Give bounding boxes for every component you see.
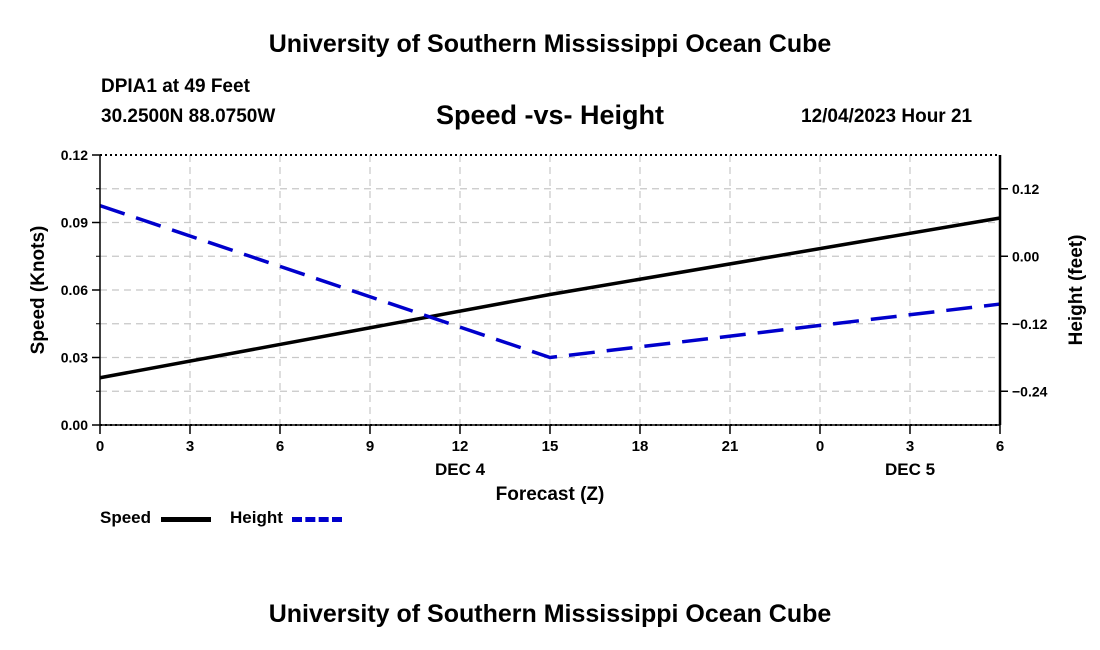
chart-title: Speed -vs- Height <box>435 100 665 130</box>
x-date-label: DEC 4 <box>435 460 486 479</box>
grid-layer <box>100 155 1000 425</box>
y2-tick-label: 0.12 <box>1012 181 1039 197</box>
x-tick-label: 21 <box>722 438 739 455</box>
y2-tick-label: −0.24 <box>1012 383 1048 399</box>
datetime-label: 12/04/2023 Hour 21 <box>801 106 973 127</box>
series-layer <box>99 203 1001 380</box>
main-title: University of Southern Mississippi Ocean… <box>268 30 832 58</box>
y2-tick-label: −0.12 <box>1012 316 1048 332</box>
y-tick-label: 0.09 <box>61 215 88 231</box>
x-tick-label: 18 <box>632 438 649 455</box>
x-tick-label: 3 <box>906 438 914 455</box>
x-axis-title: Forecast (Z) <box>496 484 605 505</box>
y2-tick-label: 0.00 <box>1012 248 1039 264</box>
x-tick-label: 12 <box>452 438 469 455</box>
y2-axis-title: Height (feet) <box>1066 235 1087 346</box>
series-speed-line <box>99 216 1001 380</box>
x-tick-label: 3 <box>186 438 194 455</box>
y-tick-label: 0.12 <box>61 147 88 163</box>
x-tick-label: 9 <box>366 438 374 455</box>
coordinates-label: 30.2500N 88.0750W <box>101 106 276 127</box>
x-tick-label: 0 <box>816 438 824 455</box>
series-height-line <box>99 203 1001 360</box>
station-label: DPIA1 at 49 Feet <box>101 76 250 97</box>
x-tick-label: 6 <box>276 438 284 455</box>
footer-title: University of Southern Mississippi Ocean… <box>268 600 832 628</box>
x-date-label: DEC 5 <box>885 460 935 479</box>
legend-height-swatch <box>292 517 342 522</box>
legend-speed-swatch <box>161 517 211 522</box>
y-tick-label: 0.03 <box>61 350 88 366</box>
y-axis-title: Speed (Knots) <box>28 226 49 355</box>
x-tick-label: 6 <box>996 438 1004 455</box>
legend-height-label: Height <box>230 508 283 527</box>
y-tick-label: 0.00 <box>61 417 88 433</box>
axis-layer: 0 3 6 9 12 15 18 21 0 3 6 DEC 4 DEC 5 Forecast (Z) 0.0… <box>28 147 1087 505</box>
y-tick-label: 0.06 <box>61 282 88 298</box>
x-tick-label: 15 <box>542 438 559 455</box>
x-tick-label: 0 <box>96 438 104 455</box>
legend-speed-label: Speed <box>100 508 152 527</box>
